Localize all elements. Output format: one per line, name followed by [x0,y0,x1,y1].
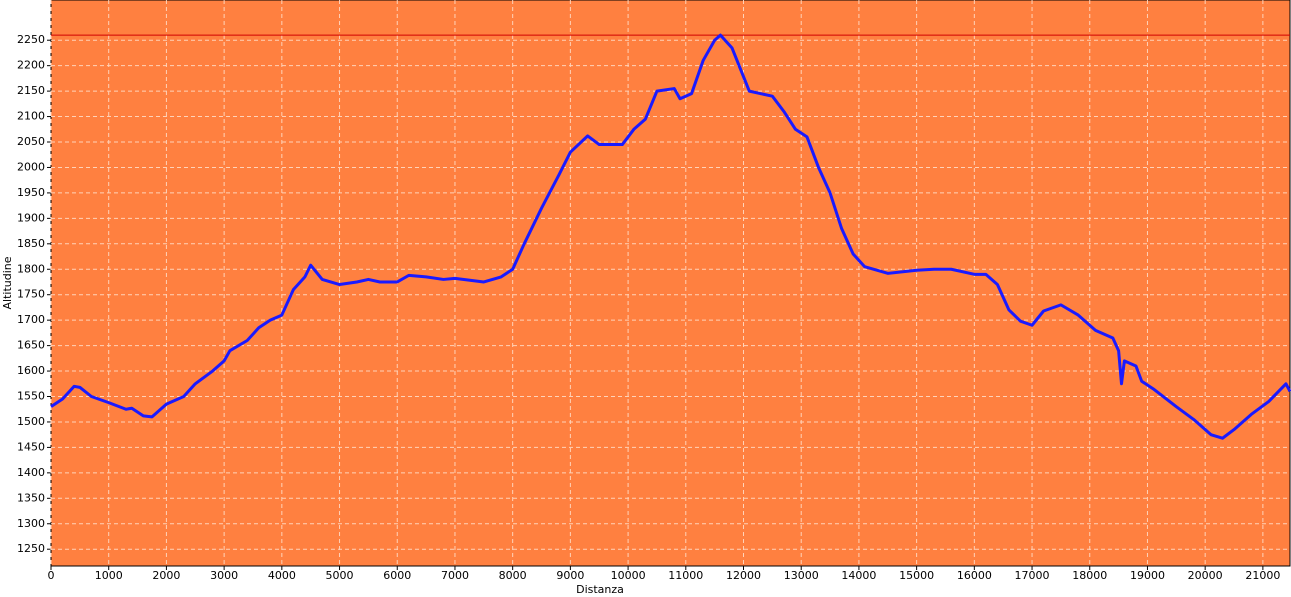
x-tick-label: 15000 [899,569,934,582]
x-tick-label: 0 [48,569,55,582]
y-tick-label: 2200 [17,59,45,72]
x-tick-label: 7000 [441,569,469,582]
y-tick-label: 1750 [17,288,45,301]
x-tick-label: 16000 [957,569,992,582]
y-tick-label: 1800 [17,262,45,275]
x-axis-label: Distanza [576,583,624,596]
y-axis-label: Altitudine [1,256,14,309]
y-tick-label: 1500 [17,415,45,428]
y-tick-label: 2150 [17,84,45,97]
y-tick-label: 1250 [17,542,45,555]
x-tick-label: 17000 [1015,569,1050,582]
x-tick-label: 1000 [95,569,123,582]
x-tick-label: 10000 [611,569,646,582]
x-tick-label: 19000 [1130,569,1165,582]
y-tick-label: 1300 [17,517,45,530]
y-tick-label: 1650 [17,339,45,352]
y-tick-label: 2250 [17,33,45,46]
y-tick-label: 1550 [17,390,45,403]
x-tick-label: 9000 [556,569,584,582]
x-tick-label: 4000 [268,569,296,582]
x-tick-label: 6000 [383,569,411,582]
x-tick-label: 8000 [499,569,527,582]
y-tick-label: 1600 [17,364,45,377]
plot-area [50,0,1291,567]
x-tick-label: 21000 [1245,569,1280,582]
y-tick-label: 1850 [17,237,45,250]
y-tick-label: 1900 [17,211,45,224]
x-tick-label: 20000 [1188,569,1223,582]
x-tick-label: 13000 [784,569,819,582]
y-tick-label: 1450 [17,440,45,453]
elevation-line [50,33,1291,440]
x-tick-label: 2000 [152,569,180,582]
x-tick-label: 11000 [668,569,703,582]
y-tick-label: 1350 [17,491,45,504]
x-tick-label: 18000 [1072,569,1107,582]
y-tick-label: 2050 [17,135,45,148]
x-tick-label: 14000 [841,569,876,582]
x-tick-label: 12000 [726,569,761,582]
y-tick-label: 1950 [17,186,45,199]
y-tick-label: 2100 [17,110,45,123]
x-tick-label: 5000 [326,569,354,582]
x-tick-label: 3000 [210,569,238,582]
y-tick-label: 1700 [17,313,45,326]
y-tick-label: 1400 [17,466,45,479]
y-tick-label: 2000 [17,160,45,173]
